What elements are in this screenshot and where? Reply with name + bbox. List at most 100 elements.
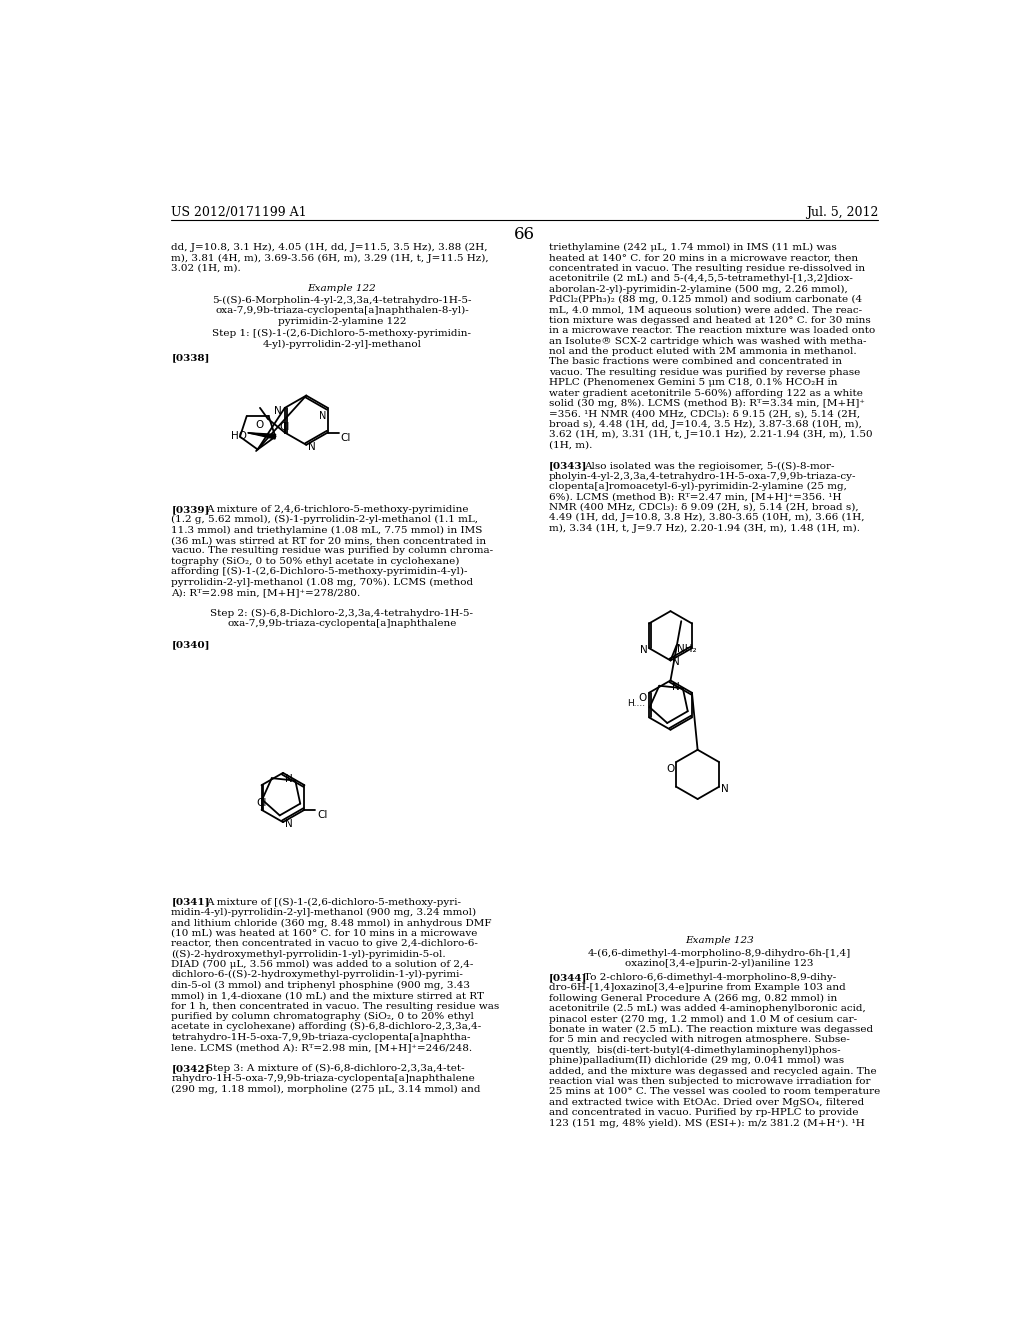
Text: 4-yl)-pyrrolidin-2-yl]-methanol: 4-yl)-pyrrolidin-2-yl]-methanol (262, 341, 422, 350)
Text: 5-((S)-6-Morpholin-4-yl-2,3,3a,4-tetrahydro-1H-5-: 5-((S)-6-Morpholin-4-yl-2,3,3a,4-tetrahy… (212, 296, 472, 305)
Text: pinacol ester (270 mg, 1.2 mmol) and 1.0 M of cesium car-: pinacol ester (270 mg, 1.2 mmol) and 1.0… (549, 1015, 857, 1024)
Text: N: N (308, 442, 315, 451)
Text: [0339]: [0339] (171, 506, 210, 513)
Text: N: N (721, 784, 728, 793)
Text: N: N (285, 818, 292, 829)
Text: m), 3.34 (1H, t, J=9.7 Hz), 2.20-1.94 (3H, m), 1.48 (1H, m).: m), 3.34 (1H, t, J=9.7 Hz), 2.20-1.94 (3… (549, 524, 860, 533)
Text: bonate in water (2.5 mL). The reaction mixture was degassed: bonate in water (2.5 mL). The reaction m… (549, 1026, 872, 1034)
Text: 25 mins at 100° C. The vessel was cooled to room temperature: 25 mins at 100° C. The vessel was cooled… (549, 1088, 880, 1097)
Text: 3.62 (1H, m), 3.31 (1H, t, J=10.1 Hz), 2.21-1.94 (3H, m), 1.50: 3.62 (1H, m), 3.31 (1H, t, J=10.1 Hz), 2… (549, 430, 872, 440)
Text: added, and the mixture was degassed and recycled again. The: added, and the mixture was degassed and … (549, 1067, 877, 1076)
Text: N: N (285, 775, 292, 784)
Text: vacuo. The resulting residue was purified by column chroma-: vacuo. The resulting residue was purifie… (171, 546, 494, 556)
Text: oxa-7,9,9b-triaza-cyclopenta[a]naphthalene: oxa-7,9,9b-triaza-cyclopenta[a]naphthale… (227, 619, 457, 628)
Text: 11.3 mmol) and triethylamine (1.08 mL, 7.75 mmol) in IMS: 11.3 mmol) and triethylamine (1.08 mL, 7… (171, 525, 482, 535)
Text: [0340]: [0340] (171, 640, 210, 649)
Text: Step 3: A mixture of (S)-6,8-dichloro-2,3,3a,4-tet-: Step 3: A mixture of (S)-6,8-dichloro-2,… (206, 1064, 465, 1073)
Text: A mixture of 2,4,6-trichloro-5-methoxy-pyrimidine: A mixture of 2,4,6-trichloro-5-methoxy-p… (206, 506, 469, 513)
Text: following General Procedure A (266 mg, 0.82 mmol) in: following General Procedure A (266 mg, 0… (549, 994, 837, 1003)
Text: reaction vial was then subjected to microwave irradiation for: reaction vial was then subjected to micr… (549, 1077, 870, 1086)
Text: N: N (318, 411, 327, 421)
Text: N: N (672, 682, 680, 692)
Text: solid (30 mg, 8%). LCMS (method B): Rᵀ=3.34 min, [M+H]⁺: solid (30 mg, 8%). LCMS (method B): Rᵀ=3… (549, 399, 864, 408)
Text: m), 3.81 (4H, m), 3.69-3.56 (6H, m), 3.29 (1H, t, J=11.5 Hz),: m), 3.81 (4H, m), 3.69-3.56 (6H, m), 3.2… (171, 253, 489, 263)
Text: US 2012/0171199 A1: US 2012/0171199 A1 (171, 206, 307, 219)
Text: mL, 4.0 mmol, 1M aqueous solution) were added. The reac-: mL, 4.0 mmol, 1M aqueous solution) were … (549, 305, 862, 314)
Text: O: O (256, 420, 264, 430)
Text: and concentrated in vacuo. Purified by rp-HPLC to provide: and concentrated in vacuo. Purified by r… (549, 1109, 858, 1117)
Text: O: O (667, 763, 675, 774)
Text: (10 mL) was heated at 160° C. for 10 mins in a microwave: (10 mL) was heated at 160° C. for 10 min… (171, 929, 478, 937)
Text: rahydro-1H-5-oxa-7,9,9b-triaza-cyclopenta[a]naphthalene: rahydro-1H-5-oxa-7,9,9b-triaza-cyclopent… (171, 1074, 475, 1084)
Text: [0342]: [0342] (171, 1064, 210, 1073)
Text: dd, J=10.8, 3.1 Hz), 4.05 (1H, dd, J=11.5, 3.5 Hz), 3.88 (2H,: dd, J=10.8, 3.1 Hz), 4.05 (1H, dd, J=11.… (171, 243, 487, 252)
Text: and extracted twice with EtOAc. Dried over MgSO₄, filtered: and extracted twice with EtOAc. Dried ov… (549, 1098, 864, 1106)
Text: nol and the product eluted with 2M ammonia in methanol.: nol and the product eluted with 2M ammon… (549, 347, 856, 356)
Text: dro-6H-[1,4]oxazino[3,4-e]purine from Example 103 and: dro-6H-[1,4]oxazino[3,4-e]purine from Ex… (549, 983, 846, 993)
Text: N: N (672, 657, 680, 668)
Text: Cl: Cl (316, 810, 328, 820)
Text: 4-(6,6-dimethyl-4-morpholino-8,9-dihydro-6h-[1,4]: 4-(6,6-dimethyl-4-morpholino-8,9-dihydro… (588, 949, 851, 957)
Text: DIAD (700 μL, 3.56 mmol) was added to a solution of 2,4-: DIAD (700 μL, 3.56 mmol) was added to a … (171, 960, 474, 969)
Text: [0343]: [0343] (549, 462, 587, 470)
Text: Step 1: [(S)-1-(2,6-Dichloro-5-methoxy-pyrimidin-: Step 1: [(S)-1-(2,6-Dichloro-5-methoxy-p… (212, 330, 471, 338)
Text: clopenta[a]romoacetyl-6-yl)-pyrimidin-2-ylamine (25 mg,: clopenta[a]romoacetyl-6-yl)-pyrimidin-2-… (549, 482, 847, 491)
Text: water gradient acetonitrile 5-60%) affording 122 as a white: water gradient acetonitrile 5-60%) affor… (549, 388, 862, 397)
Text: PdCl₂(PPh₃)₂ (88 mg, 0.125 mmol) and sodium carbonate (4: PdCl₂(PPh₃)₂ (88 mg, 0.125 mmol) and sod… (549, 296, 862, 304)
Text: acetonitrile (2.5 mL) was added 4-aminophenylboronic acid,: acetonitrile (2.5 mL) was added 4-aminop… (549, 1005, 865, 1014)
Text: an Isolute® SCX-2 cartridge which was washed with metha-: an Isolute® SCX-2 cartridge which was wa… (549, 337, 866, 346)
Text: tetrahydro-1H-5-oxa-7,9,9b-triaza-cyclopenta[a]naphtha-: tetrahydro-1H-5-oxa-7,9,9b-triaza-cyclop… (171, 1032, 471, 1041)
Text: heated at 140° C. for 20 mins in a microwave reactor, then: heated at 140° C. for 20 mins in a micro… (549, 253, 858, 263)
Text: N: N (640, 645, 647, 655)
Text: tography (SiO₂, 0 to 50% ethyl acetate in cyclohexane): tography (SiO₂, 0 to 50% ethyl acetate i… (171, 557, 460, 566)
Text: HO: HO (230, 430, 247, 441)
Text: [0341]: [0341] (171, 898, 210, 907)
Text: 66: 66 (514, 226, 536, 243)
Text: Cl: Cl (340, 433, 350, 442)
Text: (36 mL) was stirred at RT for 20 mins, then concentrated in: (36 mL) was stirred at RT for 20 mins, t… (171, 536, 486, 545)
Text: (290 mg, 1.18 mmol), morpholine (275 μL, 3.14 mmol) and: (290 mg, 1.18 mmol), morpholine (275 μL,… (171, 1085, 481, 1094)
Text: dichloro-6-((S)-2-hydroxymethyl-pyrrolidin-1-yl)-pyrimi-: dichloro-6-((S)-2-hydroxymethyl-pyrrolid… (171, 970, 463, 979)
Text: pyrrolidin-2-yl]-methanol (1.08 mg, 70%). LCMS (method: pyrrolidin-2-yl]-methanol (1.08 mg, 70%)… (171, 578, 473, 587)
Text: (1H, m).: (1H, m). (549, 441, 592, 450)
Text: 3.02 (1H, m).: 3.02 (1H, m). (171, 264, 241, 273)
Text: midin-4-yl)-pyrrolidin-2-yl]-methanol (900 mg, 3.24 mmol): midin-4-yl)-pyrrolidin-2-yl]-methanol (9… (171, 908, 476, 917)
Text: N: N (274, 405, 282, 416)
Text: pyrimidin-2-ylamine 122: pyrimidin-2-ylamine 122 (278, 317, 407, 326)
Polygon shape (248, 433, 275, 440)
Text: oxa-7,9,9b-triaza-cyclopenta[a]naphthalen-8-yl)-: oxa-7,9,9b-triaza-cyclopenta[a]naphthale… (215, 306, 469, 315)
Text: [0338]: [0338] (171, 354, 210, 362)
Text: aborolan-2-yl)-pyrimidin-2-ylamine (500 mg, 2.26 mmol),: aborolan-2-yl)-pyrimidin-2-ylamine (500 … (549, 285, 848, 294)
Text: Cl: Cl (256, 797, 266, 808)
Text: 4.49 (1H, dd, J=10.8, 3.8 Hz), 3.80-3.65 (10H, m), 3.66 (1H,: 4.49 (1H, dd, J=10.8, 3.8 Hz), 3.80-3.65… (549, 513, 864, 523)
Text: for 1 h, then concentrated in vacuo. The resulting residue was: for 1 h, then concentrated in vacuo. The… (171, 1002, 500, 1011)
Text: To 2-chloro-6,6-dimethyl-4-morpholino-8,9-dihy-: To 2-chloro-6,6-dimethyl-4-morpholino-8,… (584, 973, 836, 982)
Text: HPLC (Phenomenex Gemini 5 μm C18, 0.1% HCO₂H in: HPLC (Phenomenex Gemini 5 μm C18, 0.1% H… (549, 379, 838, 387)
Text: in a microwave reactor. The reaction mixture was loaded onto: in a microwave reactor. The reaction mix… (549, 326, 876, 335)
Text: [0344]: [0344] (549, 973, 587, 982)
Text: Step 2: (S)-6,8-Dichloro-2,3,3a,4-tetrahydro-1H-5-: Step 2: (S)-6,8-Dichloro-2,3,3a,4-tetrah… (210, 609, 473, 618)
Text: reactor, then concentrated in vacuo to give 2,4-dichloro-6-: reactor, then concentrated in vacuo to g… (171, 940, 478, 948)
Text: A mixture of [(S)-1-(2,6-dichloro-5-methoxy-pyri-: A mixture of [(S)-1-(2,6-dichloro-5-meth… (206, 898, 461, 907)
Text: lene. LCMS (method A): Rᵀ=2.98 min, [M+H]⁺=246/248.: lene. LCMS (method A): Rᵀ=2.98 min, [M+H… (171, 1043, 472, 1052)
Text: Jul. 5, 2012: Jul. 5, 2012 (806, 206, 879, 219)
Text: concentrated in vacuo. The resulting residue re-dissolved in: concentrated in vacuo. The resulting res… (549, 264, 865, 273)
Text: Also isolated was the regioisomer, 5-((S)-8-mor-: Also isolated was the regioisomer, 5-((S… (584, 462, 835, 470)
Text: mmol) in 1,4-dioxane (10 mL) and the mixture stirred at RT: mmol) in 1,4-dioxane (10 mL) and the mix… (171, 991, 484, 1001)
Text: Cl: Cl (280, 422, 290, 432)
Text: 6%). LCMS (method B): Rᵀ=2.47 min, [M+H]⁺=356. ¹H: 6%). LCMS (method B): Rᵀ=2.47 min, [M+H]… (549, 492, 842, 502)
Text: broad s), 4.48 (1H, dd, J=10.4, 3.5 Hz), 3.87-3.68 (10H, m),: broad s), 4.48 (1H, dd, J=10.4, 3.5 Hz),… (549, 420, 862, 429)
Text: =356. ¹H NMR (400 MHz, CDCl₃): δ 9.15 (2H, s), 5.14 (2H,: =356. ¹H NMR (400 MHz, CDCl₃): δ 9.15 (2… (549, 409, 860, 418)
Text: triethylamine (242 μL, 1.74 mmol) in IMS (11 mL) was: triethylamine (242 μL, 1.74 mmol) in IMS… (549, 243, 837, 252)
Text: H....: H.... (627, 700, 645, 708)
Text: acetate in cyclohexane) affording (S)-6,8-dichloro-2,3,3a,4-: acetate in cyclohexane) affording (S)-6,… (171, 1022, 481, 1031)
Text: acetonitrile (2 mL) and 5-(4,4,5,5-tetramethyl-[1,3,2]diox-: acetonitrile (2 mL) and 5-(4,4,5,5-tetra… (549, 275, 853, 284)
Text: affording [(S)-1-(2,6-Dichloro-5-methoxy-pyrimidin-4-yl)-: affording [(S)-1-(2,6-Dichloro-5-methoxy… (171, 568, 468, 577)
Text: and lithium chloride (360 mg, 8.48 mmol) in anhydrous DMF: and lithium chloride (360 mg, 8.48 mmol)… (171, 919, 492, 928)
Text: Example 123: Example 123 (685, 936, 754, 945)
Text: for 5 min and recycled with nitrogen atmosphere. Subse-: for 5 min and recycled with nitrogen atm… (549, 1035, 850, 1044)
Text: NH₂: NH₂ (678, 644, 697, 653)
Text: (1.2 g, 5.62 mmol), (S)-1-pyrrolidin-2-yl-methanol (1.1 mL,: (1.2 g, 5.62 mmol), (S)-1-pyrrolidin-2-y… (171, 515, 478, 524)
Text: quently,  bis(di-tert-butyl(4-dimethylaminophenyl)phos-: quently, bis(di-tert-butyl(4-dimethylami… (549, 1045, 841, 1055)
Text: O: O (638, 693, 647, 702)
